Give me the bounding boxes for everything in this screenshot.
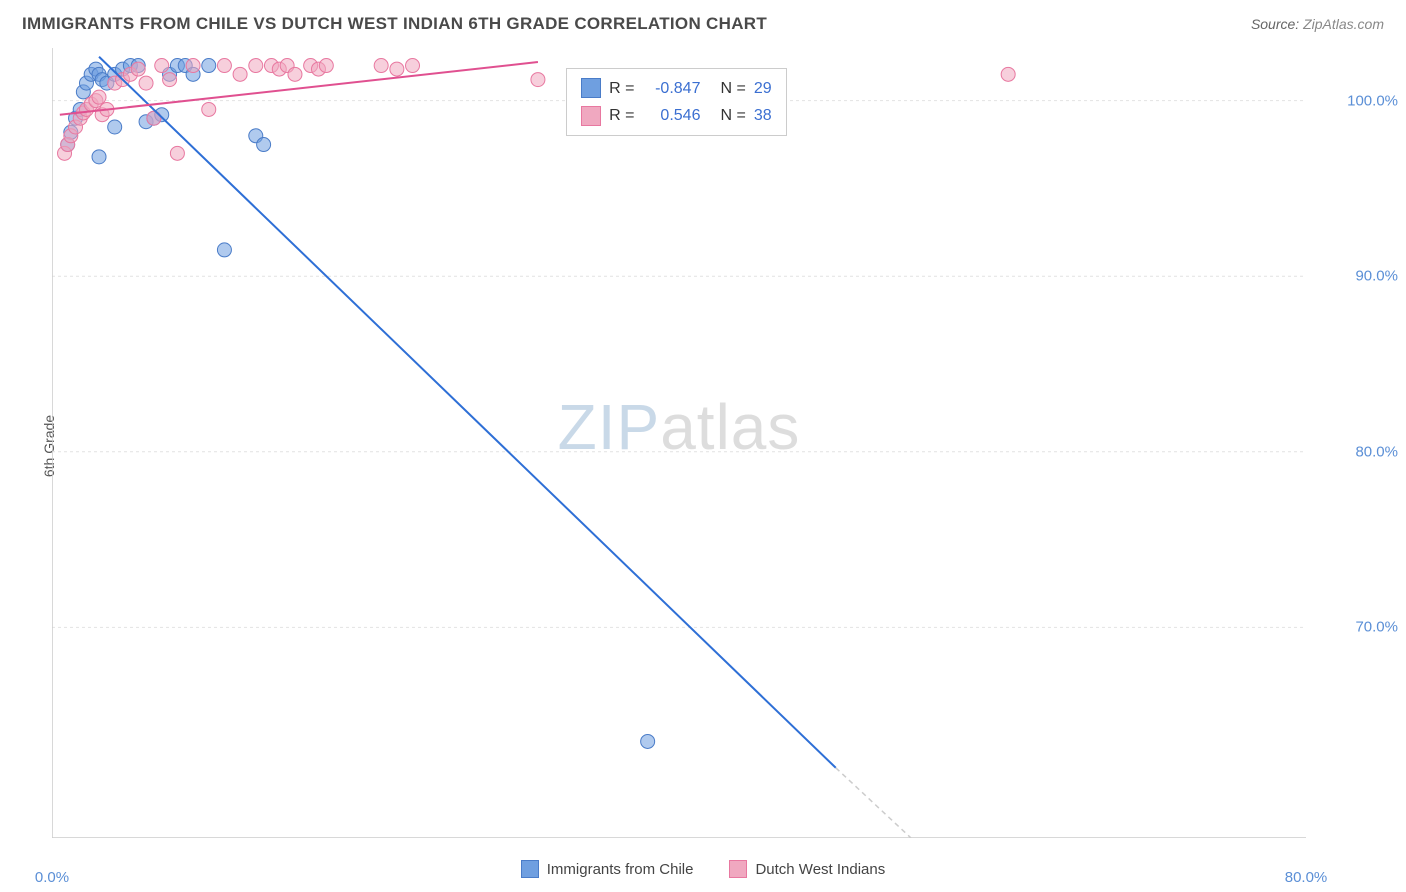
stats-r-label: R = <box>609 102 634 129</box>
stats-swatch <box>581 78 601 98</box>
source-citation: Source: ZipAtlas.com <box>1251 16 1384 32</box>
stats-n-label: N = <box>720 75 745 102</box>
stats-r-label: R = <box>609 75 634 102</box>
legend-swatch <box>521 860 539 878</box>
stats-n-value: 29 <box>754 75 772 102</box>
legend-label: Dutch West Indians <box>755 861 885 878</box>
bottom-legend: Immigrants from Chile Dutch West Indians <box>0 860 1406 878</box>
stats-r-value: 0.546 <box>642 102 700 129</box>
chart-area: ZIPatlas R = -0.847 N = 29 R = 0.546 N =… <box>52 48 1306 838</box>
legend-label: Immigrants from Chile <box>547 861 694 878</box>
stats-row: R = -0.847 N = 29 <box>581 75 771 102</box>
legend-swatch <box>729 860 747 878</box>
scatter-chart-svg <box>52 48 1306 838</box>
source-label: Source: <box>1251 16 1299 32</box>
legend-item: Immigrants from Chile <box>521 860 694 878</box>
stats-r-value: -0.847 <box>642 75 700 102</box>
stats-n-value: 38 <box>754 102 772 129</box>
y-tick-label: 80.0% <box>1355 443 1398 460</box>
y-tick-label: 90.0% <box>1355 268 1398 285</box>
y-tick-label: 100.0% <box>1347 92 1398 109</box>
stats-row: R = 0.546 N = 38 <box>581 102 771 129</box>
chart-title: IMMIGRANTS FROM CHILE VS DUTCH WEST INDI… <box>22 14 767 34</box>
source-link[interactable]: ZipAtlas.com <box>1303 16 1384 32</box>
correlation-stats-box: R = -0.847 N = 29 R = 0.546 N = 38 <box>566 68 786 136</box>
legend-item: Dutch West Indians <box>729 860 885 878</box>
stats-swatch <box>581 106 601 126</box>
chart-header: IMMIGRANTS FROM CHILE VS DUTCH WEST INDI… <box>0 0 1406 44</box>
y-tick-label: 70.0% <box>1355 619 1398 636</box>
stats-n-label: N = <box>720 102 745 129</box>
